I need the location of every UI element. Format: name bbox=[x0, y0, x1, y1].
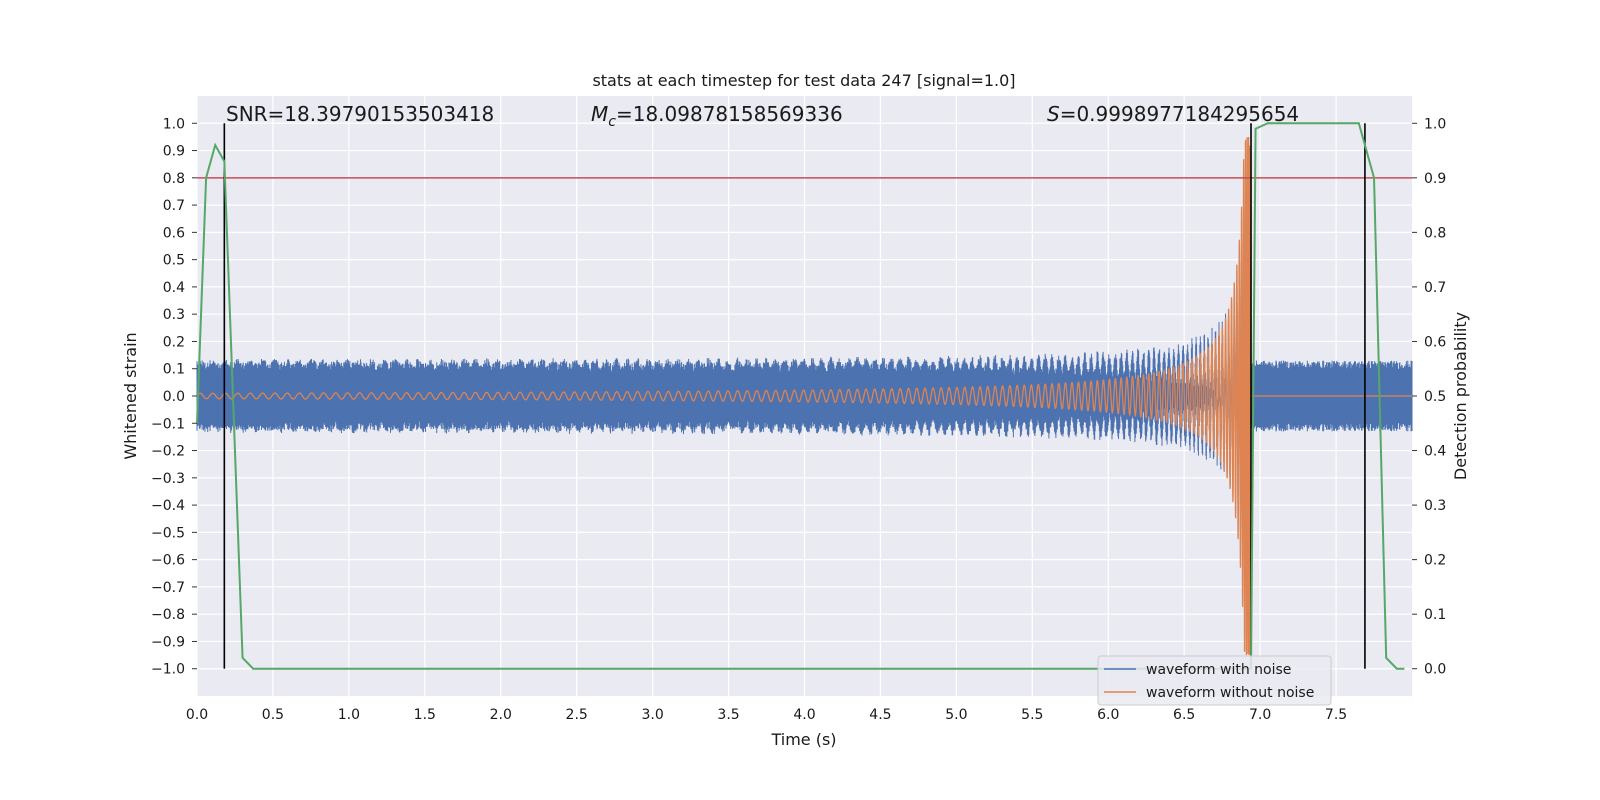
y2-tick-label: 0.9 bbox=[1424, 171, 1446, 187]
y-tick-label: 0.6 bbox=[163, 225, 185, 241]
chirp-mass-annotation: Mc=18.09878158569336 bbox=[591, 102, 843, 130]
x-tick-label: 7.5 bbox=[1325, 707, 1347, 723]
y-tick-label: 0.0 bbox=[163, 389, 185, 405]
y-tick-label: −0.3 bbox=[151, 471, 185, 487]
y2-tick-label: 1.0 bbox=[1424, 116, 1446, 132]
x-tick-label: 6.5 bbox=[1173, 707, 1195, 723]
y-tick-label: −0.1 bbox=[151, 416, 185, 432]
y2-tick-label: 0.2 bbox=[1424, 553, 1446, 569]
x-tick-label: 4.0 bbox=[793, 707, 815, 723]
x-axis-label: Time (s) bbox=[770, 730, 836, 749]
x-tick-label: 3.0 bbox=[641, 707, 663, 723]
x-tick-label: 1.5 bbox=[414, 707, 436, 723]
y-tick-label: 1.0 bbox=[163, 116, 185, 132]
x-tick-label: 6.0 bbox=[1097, 707, 1119, 723]
score-value: =0.9998977184295654 bbox=[1060, 102, 1299, 126]
y-tick-label: 0.9 bbox=[163, 144, 185, 160]
y-tick-label: −0.6 bbox=[151, 553, 185, 569]
y-tick-label: −0.5 bbox=[151, 525, 185, 541]
y-tick-label: 0.5 bbox=[163, 253, 185, 269]
y-tick-label: 0.3 bbox=[163, 307, 185, 323]
y2-tick-label: 0.0 bbox=[1424, 662, 1446, 678]
y-tick-label: −0.2 bbox=[151, 444, 185, 460]
x-tick-label: 7.0 bbox=[1249, 707, 1271, 723]
y-tick-label: −0.8 bbox=[151, 607, 185, 623]
x-tick-label: 0.0 bbox=[186, 707, 208, 723]
chirp-mass-value: =18.09878158569336 bbox=[616, 102, 843, 126]
y-tick-label: 0.8 bbox=[163, 171, 185, 187]
ticks: 0.0 0.5 1.0 1.5 2.0 2.5 3.0 3.5 4.0 4.5 5.0 5.5 6.0 6… bbox=[151, 116, 1446, 723]
detection-overlay bbox=[196, 122, 1412, 670]
y-tick-label: −1.0 bbox=[151, 662, 185, 678]
y-tick-label: 0.7 bbox=[163, 198, 185, 214]
x-tick-label: 5.5 bbox=[1021, 707, 1043, 723]
legend-box bbox=[1097, 655, 1332, 706]
y-tick-label: −0.7 bbox=[151, 580, 185, 596]
chart-title: stats at each timestep for test data 247… bbox=[592, 71, 1015, 90]
y-tick-label: −0.9 bbox=[151, 634, 185, 650]
snr-annotation: SNR=18.39790153503418 bbox=[226, 102, 494, 126]
y-tick-label: 0.4 bbox=[163, 280, 185, 296]
x-tick-label: 2.0 bbox=[490, 707, 512, 723]
y2-tick-label: 0.8 bbox=[1424, 225, 1446, 241]
series-waveform-without-noise bbox=[196, 137, 1412, 656]
y2-tick-label: 0.6 bbox=[1424, 334, 1446, 350]
x-tick-label: 0.5 bbox=[262, 707, 284, 723]
score-symbol: S bbox=[1047, 102, 1060, 126]
x-tick-label: 5.0 bbox=[945, 707, 967, 723]
y-tick-label: −0.4 bbox=[151, 498, 185, 514]
y-tick-label: 0.2 bbox=[163, 334, 185, 350]
y2-tick-label: 0.3 bbox=[1424, 498, 1446, 514]
x-tick-label: 3.5 bbox=[717, 707, 739, 723]
y2-tick-label: 0.1 bbox=[1424, 607, 1446, 623]
chirp-mass-subscript: c bbox=[608, 114, 616, 130]
x-tick-label: 2.5 bbox=[566, 707, 588, 723]
legend-label-clean: waveform without noise bbox=[1146, 685, 1314, 701]
y-axis-label: Whitened strain bbox=[121, 332, 140, 459]
detection-probability-line bbox=[196, 122, 1405, 670]
y2-tick-label: 0.7 bbox=[1424, 280, 1446, 296]
clean-waveform-line bbox=[196, 137, 1412, 656]
x-tick-label: 4.5 bbox=[869, 707, 891, 723]
y2-tick-label: 0.5 bbox=[1424, 389, 1446, 405]
x-tick-label: 1.0 bbox=[338, 707, 360, 723]
y-tick-label: 0.1 bbox=[163, 362, 185, 378]
score-annotation: S=0.9998977184295654 bbox=[1047, 102, 1299, 126]
y2-tick-label: 0.4 bbox=[1424, 444, 1446, 460]
legend-label-noise: waveform with noise bbox=[1146, 662, 1291, 678]
chirp-mass-symbol: M bbox=[591, 102, 608, 126]
y2-axis-label: Detection probability bbox=[1451, 312, 1470, 480]
legend: waveform with noise waveform without noi… bbox=[1097, 655, 1332, 706]
